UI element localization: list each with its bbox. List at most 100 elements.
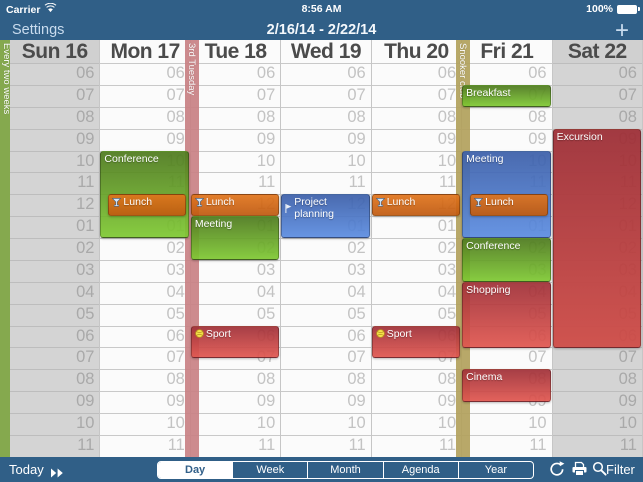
time-cell[interactable]: 09 [281, 391, 371, 413]
refresh-icon[interactable] [549, 461, 565, 482]
event-breakfast[interactable]: Breakfast [462, 84, 551, 107]
time-cell[interactable]: 08 [190, 106, 281, 129]
time-cell[interactable]: 08 [100, 369, 190, 391]
time-cell[interactable]: 10 [462, 413, 552, 435]
time-cell[interactable]: 01 [10, 216, 100, 238]
time-cell[interactable]: 05 [10, 303, 100, 326]
time-cell[interactable]: 10 [10, 150, 100, 173]
time-cell[interactable]: 11 [462, 434, 552, 457]
time-cell[interactable]: 09 [371, 391, 462, 413]
time-cell[interactable]: 11 [552, 434, 642, 457]
time-cell[interactable]: 05 [371, 303, 462, 326]
time-cell[interactable]: 10 [371, 150, 462, 173]
time-cell[interactable]: 10 [552, 413, 642, 435]
day-header-tue-18[interactable]: Tue 18 [190, 40, 282, 63]
time-cell[interactable]: 10 [371, 413, 462, 435]
event-lunch[interactable]: Lunch [371, 194, 461, 217]
time-cell[interactable]: 06 [281, 325, 371, 348]
time-cell[interactable]: 07 [462, 347, 552, 369]
time-cell[interactable]: 10 [281, 413, 371, 435]
time-cell[interactable]: 11 [100, 434, 190, 457]
event-conference[interactable]: Conference [100, 150, 189, 239]
day-header-sat-22[interactable]: Sat 22 [552, 40, 643, 63]
time-cell[interactable]: 05 [190, 303, 281, 326]
time-cell[interactable]: 11 [371, 172, 462, 194]
time-cell[interactable]: 07 [281, 84, 371, 107]
time-cell[interactable]: 06 [100, 325, 190, 348]
time-cell[interactable]: 06 [10, 63, 100, 85]
event-excursion[interactable]: Excursion [552, 128, 641, 348]
time-cell[interactable]: 06 [552, 63, 642, 85]
event-sport[interactable]: Sport [190, 325, 280, 359]
time-cell[interactable]: 07 [371, 84, 462, 107]
time-cell[interactable]: 08 [100, 106, 190, 129]
time-cell[interactable]: 03 [10, 259, 100, 282]
event-conference[interactable]: Conference [462, 238, 551, 282]
time-cell[interactable]: 07 [190, 84, 281, 107]
time-cell[interactable]: 08 [190, 369, 281, 391]
time-cell[interactable]: 06 [371, 63, 462, 85]
time-cell[interactable]: 07 [10, 347, 100, 369]
time-cell[interactable]: 08 [552, 106, 642, 129]
time-cell[interactable]: 06 [100, 63, 190, 85]
time-cell[interactable]: 11 [190, 434, 281, 457]
time-cell[interactable]: 04 [190, 281, 281, 304]
time-cell[interactable]: 08 [552, 369, 642, 391]
time-cell[interactable]: 11 [190, 172, 281, 194]
time-cell[interactable]: 01 [371, 216, 462, 238]
time-cell[interactable]: 10 [100, 413, 190, 435]
time-cell[interactable]: 08 [462, 106, 552, 129]
time-cell[interactable]: 02 [281, 238, 371, 260]
time-cell[interactable]: 08 [10, 369, 100, 391]
time-cell[interactable]: 03 [281, 259, 371, 282]
fast-forward-icon[interactable] [50, 465, 65, 482]
settings-button[interactable]: Settings [12, 22, 65, 38]
day-header-fri-21[interactable]: Fri 21 [462, 40, 553, 63]
event-lunch[interactable]: Lunch [190, 194, 280, 217]
day-header-thu-20[interactable]: Thu 20 [371, 40, 463, 63]
time-cell[interactable]: 11 [10, 172, 100, 194]
event-lunch[interactable]: Lunch [470, 194, 548, 217]
time-cell[interactable]: 10 [10, 413, 100, 435]
time-cell[interactable]: 10 [281, 150, 371, 173]
time-cell[interactable]: 04 [10, 281, 100, 304]
search-icon[interactable] [592, 461, 607, 481]
view-tab-agenda[interactable]: Agenda [384, 462, 459, 478]
time-cell[interactable]: 04 [281, 281, 371, 304]
event-project-planning[interactable]: Project planning [281, 194, 370, 239]
time-cell[interactable]: 11 [371, 434, 462, 457]
time-cell[interactable]: 10 [190, 413, 281, 435]
add-event-button[interactable]: + [614, 17, 629, 44]
day-header-sun-16[interactable]: Sun 16 [10, 40, 101, 63]
time-cell[interactable]: 07 [552, 84, 642, 107]
time-cell[interactable]: 07 [552, 347, 642, 369]
print-icon[interactable] [571, 461, 588, 482]
time-cell[interactable]: 03 [190, 259, 281, 282]
time-cell[interactable]: 08 [10, 106, 100, 129]
event-meeting[interactable]: Meeting [190, 216, 280, 260]
view-tab-month[interactable]: Month [308, 462, 384, 478]
time-cell[interactable]: 02 [10, 238, 100, 260]
time-cell[interactable]: 07 [10, 84, 100, 107]
time-cell[interactable]: 11 [281, 434, 371, 457]
event-shopping[interactable]: Shopping [462, 281, 551, 348]
event-cinema[interactable]: Cinema [462, 369, 551, 403]
filter-button[interactable]: Filter [606, 462, 635, 477]
time-cell[interactable]: 06 [281, 63, 371, 85]
time-cell[interactable]: 08 [281, 369, 371, 391]
time-cell[interactable]: 09 [552, 391, 642, 413]
time-cell[interactable]: 09 [10, 391, 100, 413]
view-tab-week[interactable]: Week [233, 462, 309, 478]
time-cell[interactable]: 08 [371, 106, 462, 129]
event-sport[interactable]: Sport [371, 325, 461, 359]
time-cell[interactable]: 02 [100, 238, 190, 260]
time-cell[interactable]: 06 [10, 325, 100, 348]
banner-every-two-weeks[interactable]: Every two weeks [0, 40, 10, 457]
view-tab-day[interactable]: Day [158, 462, 234, 478]
time-cell[interactable]: 05 [281, 303, 371, 326]
time-cell[interactable]: 03 [100, 259, 190, 282]
time-cell[interactable]: 02 [371, 238, 462, 260]
time-cell[interactable]: 09 [100, 128, 190, 151]
time-cell[interactable]: 09 [462, 128, 552, 151]
time-cell[interactable]: 09 [190, 128, 281, 151]
